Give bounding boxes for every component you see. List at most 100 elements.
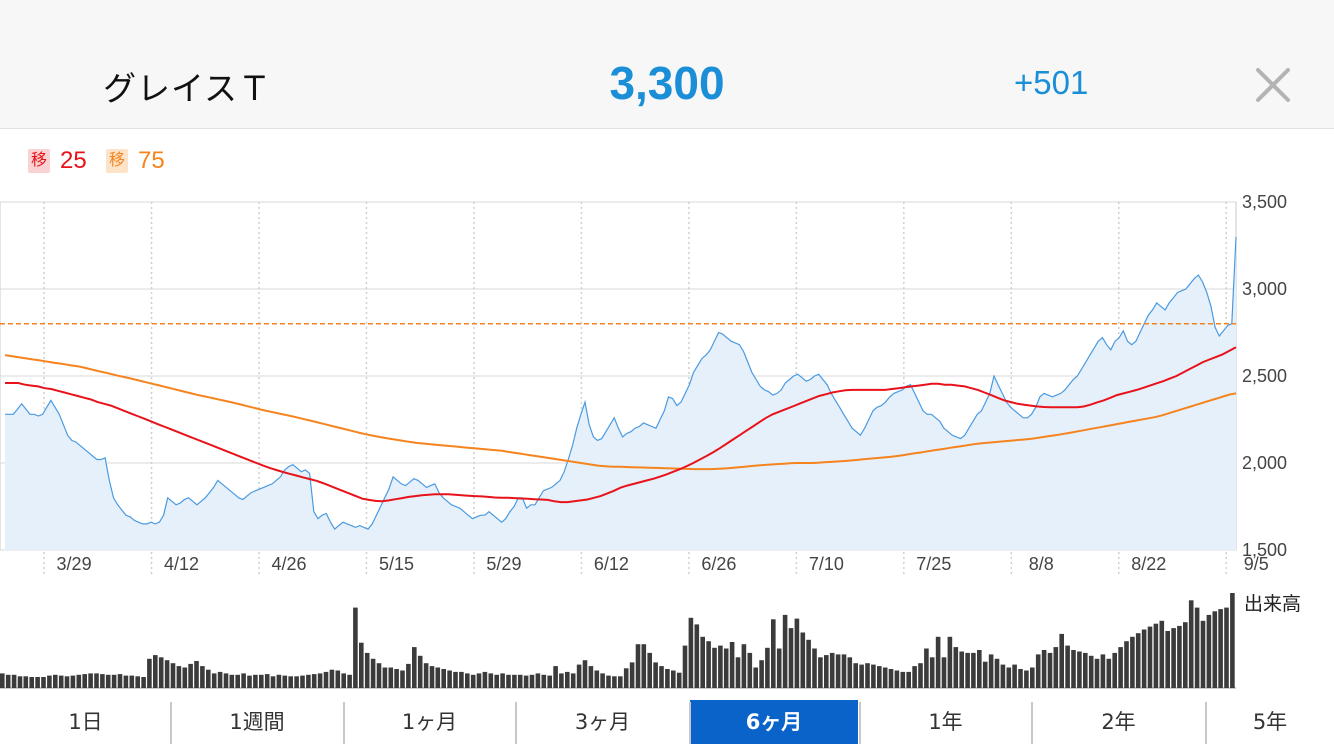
volume-bar (882, 667, 888, 688)
volume-bar (1153, 623, 1159, 688)
volume-bar (994, 658, 1000, 688)
volume-bar (1071, 650, 1076, 688)
volume-bar (1041, 650, 1047, 688)
volume-bar (5, 674, 11, 688)
volume-bar (1083, 652, 1088, 688)
ma75-badge: 移 (106, 149, 128, 173)
volume-bar (341, 673, 346, 688)
volume-bar (41, 677, 46, 688)
volume-bar (223, 673, 229, 688)
y-tick-label: 1,500 (1242, 540, 1287, 560)
volume-bar (1159, 620, 1165, 688)
volume-bar (935, 636, 941, 688)
x-tick-label: 4/12 (164, 554, 199, 574)
legend-ma25: 移 25 (28, 146, 108, 176)
x-tick-label: 5/29 (486, 554, 521, 574)
volume-bar (606, 675, 611, 688)
period-tabs: 1日 1週間 1ヶ月 3ヶ月 6ヶ月 1年 2年 5年 (0, 700, 1334, 750)
volume-bar (153, 655, 158, 688)
volume-bar (417, 655, 423, 688)
volume-bar (141, 677, 146, 688)
volume-bar (135, 676, 140, 688)
volume-bar (188, 663, 193, 688)
volume-bar (217, 671, 223, 688)
volume-bar (294, 676, 299, 688)
volume-bar (1059, 633, 1064, 688)
volume-bar (359, 642, 364, 688)
volume-bar (729, 642, 735, 688)
volume-bar (241, 673, 246, 688)
volume-bar (806, 639, 811, 688)
tab-1日[interactable]: 1日 (68, 710, 103, 734)
volume-bar (1212, 611, 1218, 688)
volume-bar (753, 667, 758, 688)
volume-bar (1006, 667, 1012, 688)
volume-bar (841, 654, 847, 688)
volume-bar (82, 674, 87, 688)
volume-bar (982, 661, 988, 688)
volume-bar (441, 669, 446, 688)
volume-bar (306, 674, 311, 688)
volume-bar (782, 614, 788, 688)
tab-separator (515, 702, 517, 744)
volume-bar (800, 632, 806, 688)
tab-separator (1031, 702, 1033, 744)
volume-bar (182, 667, 188, 688)
price-chart[interactable]: 1,500 2,000 2,500 3,000 3,500 3/29 4/12 4/26 5/1… (0, 190, 1334, 695)
volume-bar (512, 674, 517, 688)
volume-bar (70, 675, 76, 688)
volume-bar (1147, 626, 1153, 688)
tab-separator (1205, 702, 1207, 744)
chart-axes: 1,500 2,000 2,500 3,000 3,500 3/29 4/12 4/26 5/1… (0, 192, 1287, 689)
tab-6ヶ月[interactable]: 6ヶ月 (690, 700, 858, 744)
volume-bar (929, 657, 935, 688)
volume-bar (0, 673, 5, 688)
volume-bar (247, 675, 252, 688)
tab-5年[interactable]: 5年 (1252, 710, 1288, 734)
volume-bar (776, 648, 782, 688)
volume-bar (859, 664, 864, 688)
tab-2年[interactable]: 2年 (1101, 710, 1136, 734)
y-tick-label: 2,000 (1242, 453, 1287, 473)
volume-bar (771, 619, 776, 688)
volume-bar (918, 663, 923, 688)
volume-bar (123, 675, 129, 688)
volume-bar (482, 671, 488, 688)
volume-bar (547, 675, 552, 688)
volume-bar (370, 658, 376, 688)
volume-bar (788, 628, 794, 688)
volume-bar (1194, 607, 1200, 688)
volume-bar (317, 673, 323, 688)
ma25-value: 25 (60, 147, 87, 174)
ma25-line (5, 346, 1237, 504)
tab-1週間[interactable]: 1週間 (229, 710, 285, 734)
volume-bar (465, 673, 470, 688)
y-tick-label: 3,500 (1242, 192, 1287, 212)
volume-bar (706, 641, 711, 688)
volume-bar (647, 652, 652, 688)
close-button[interactable] (1250, 62, 1296, 108)
volume-bar (906, 671, 911, 688)
volume-bar (364, 652, 370, 688)
volume-bar (323, 671, 329, 688)
tab-separator (689, 702, 691, 744)
volume-bar (488, 673, 494, 688)
x-tick-label: 7/25 (916, 554, 951, 574)
volume-bar (653, 662, 658, 688)
volume-bar (147, 658, 152, 688)
volume-bar (1171, 628, 1176, 688)
close-icon (1256, 68, 1290, 102)
tab-1ヶ月[interactable]: 1ヶ月 (401, 710, 458, 734)
volume-bar (1218, 609, 1223, 688)
tab-1年[interactable]: 1年 (928, 710, 963, 734)
tab-3ヶ月[interactable]: 3ヶ月 (574, 710, 631, 734)
volume-bar (1077, 651, 1082, 688)
volume-bar (264, 674, 270, 688)
volume-bar (470, 674, 476, 688)
volume-bar (111, 674, 117, 688)
volume-bar (988, 654, 994, 688)
volume-bar (629, 662, 635, 688)
volume-bar (977, 650, 982, 688)
volume-bar (329, 669, 335, 688)
volume-bar (612, 676, 617, 688)
